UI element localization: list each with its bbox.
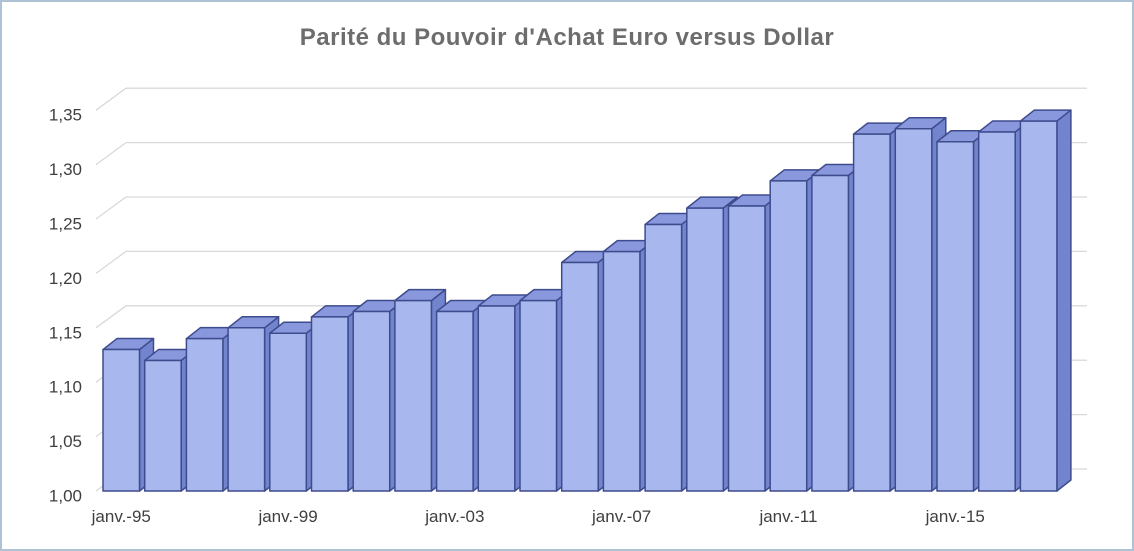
x-axis-label: janv.-99: [257, 507, 317, 526]
bar-2017: [1019, 109, 1072, 492]
bar-front-face: [477, 305, 516, 492]
chart-title: Parité du Pouvoir d'Achat Euro versus Do…: [299, 24, 835, 51]
bar-1999: [269, 321, 322, 492]
bar-front-face: [102, 348, 141, 492]
bar-2006: [560, 250, 613, 492]
bar-side-face: [1056, 109, 1072, 492]
bar-front-face: [310, 316, 349, 492]
bar-front-face: [143, 359, 182, 492]
gridline-connector: [95, 250, 127, 274]
gridline-connector: [95, 87, 127, 111]
bar-front-face: [352, 310, 391, 492]
y-axis-label: 1,10: [49, 378, 82, 397]
y-axis-label: 1,05: [49, 432, 82, 451]
x-axis-label: janv.-11: [758, 507, 817, 526]
x-axis-label: janv.-95: [91, 507, 151, 526]
bar-2004: [477, 294, 530, 492]
bar-front-face: [852, 133, 891, 492]
x-axis-label: janv.-07: [591, 507, 651, 526]
gridline-connector: [95, 305, 127, 329]
x-axis-label: janv.-03: [424, 507, 484, 526]
x-axis-labels: janv.-95 janv.-99 janv.-03 janv.-07 janv.-11…: [91, 507, 985, 526]
bar-2005: [519, 288, 572, 492]
bar-front-face: [560, 261, 599, 492]
bar-series: [102, 109, 1072, 492]
y-axis-label: 1,00: [49, 487, 82, 506]
bar-front-face: [227, 327, 266, 492]
bar-front-face: [727, 205, 766, 492]
y-axis-label: 1,35: [49, 106, 82, 125]
bar-front-face: [936, 141, 975, 492]
gridline-connector: [95, 196, 127, 220]
bar-front-face: [644, 223, 683, 492]
bar-front-face: [185, 337, 224, 492]
bar-front-face: [769, 180, 808, 492]
bar-2016: [977, 120, 1030, 492]
bar-front-face: [977, 131, 1016, 492]
y-axis-label: 1,25: [49, 215, 82, 234]
bar-front-face: [811, 174, 850, 492]
bar-front-face: [1019, 120, 1058, 492]
y-axis-labels: 1,00 1,05 1,10 1,15 1,20 1,25 1,30 1,35: [49, 106, 82, 506]
bar-front-face: [269, 332, 308, 492]
bar-front-face: [519, 299, 558, 492]
gridline-connector: [95, 142, 127, 166]
y-axis-label: 1,20: [49, 269, 82, 288]
bar-front-face: [686, 207, 725, 492]
x-axis-label: janv.-15: [925, 507, 985, 526]
y-axis-label: 1,15: [49, 323, 82, 342]
bar-front-face: [435, 310, 474, 492]
y-axis-label: 1,30: [49, 160, 82, 179]
bar-front-face: [894, 127, 933, 492]
bar-front-face: [394, 299, 433, 492]
bar-front-face: [602, 250, 641, 492]
